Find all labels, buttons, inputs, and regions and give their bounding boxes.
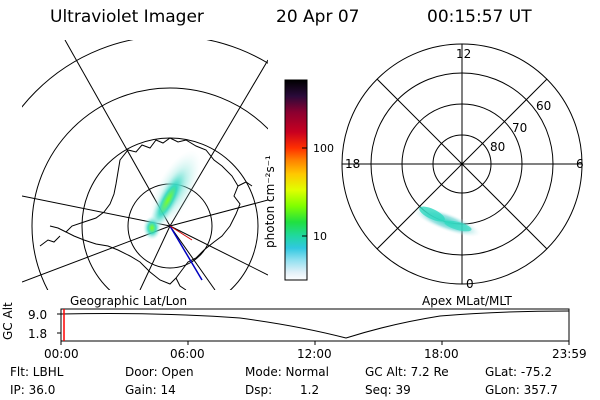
mlt-label-bottom: 0 (466, 277, 474, 291)
meridian-line (169, 225, 216, 290)
gain-status: Gain: 14 (125, 383, 176, 397)
timeline-xtick-label: 23:59 (552, 347, 587, 361)
aurora-glow (143, 150, 202, 240)
dsp-value: 1.2 (300, 383, 320, 397)
mlt-diagonal (376, 78, 548, 250)
timeline-xtick-label: 00:00 (44, 347, 79, 361)
mlat-label-80: 80 (490, 140, 506, 154)
left-panel-caption: Geographic Lat/Lon (70, 294, 188, 308)
timeline-ytick-label: 9.0 (28, 308, 48, 322)
meridian-line (169, 199, 268, 227)
date-label: 20 Apr 07 (276, 7, 360, 27)
mlt-label-left: 18 (345, 157, 361, 171)
filter-status: Flt: LBHL (10, 365, 64, 379)
meridian-line (64, 40, 171, 227)
timeline-xtick-label: 06:00 (170, 347, 205, 361)
timeline-ylabel: GC Alt (1, 302, 15, 340)
mlt-label-right: 6 (576, 157, 584, 171)
terminator-mark (169, 225, 193, 241)
glon-status: GLon: 357.7 (485, 383, 558, 397)
right-panel-caption: Apex MLat/MLT (422, 294, 512, 308)
meridian-line (139, 225, 171, 290)
dsp-label: Dsp: (245, 383, 273, 397)
colorbar-scale (284, 79, 308, 281)
timeline-xtick-label: 12:00 (297, 347, 332, 361)
colorbar-tick-label: 10 (313, 230, 327, 243)
gc-alt-status: GC Alt: 7.2 Re (365, 365, 449, 379)
instrument-title: Ultraviolet Imager (50, 7, 204, 27)
colorbar-tick-label: 100 (313, 142, 334, 155)
meridian-line (169, 225, 268, 276)
mlat-label-70: 70 (512, 121, 528, 135)
lat-circle (31, 87, 268, 290)
door-status: Door: Open (125, 365, 194, 379)
glat-status: GLat: -75.2 (485, 365, 552, 379)
seq-status: Seq: 39 (365, 383, 411, 397)
timeline-ytick-label: 1.8 (28, 327, 48, 341)
mode-status: Mode: Normal (245, 365, 329, 379)
orbit-track (169, 225, 203, 281)
coastline (39, 137, 253, 290)
mlat-label-60: 60 (536, 99, 552, 113)
ip-status: IP: 36.0 (10, 383, 56, 397)
mlt-label-top: 12 (456, 47, 472, 61)
altitude-curve (60, 310, 570, 339)
time-label: 00:15:57 UT (427, 7, 532, 27)
timeline-xtick-label: 18:00 (424, 347, 459, 361)
aurora-oval-segment (413, 206, 481, 237)
